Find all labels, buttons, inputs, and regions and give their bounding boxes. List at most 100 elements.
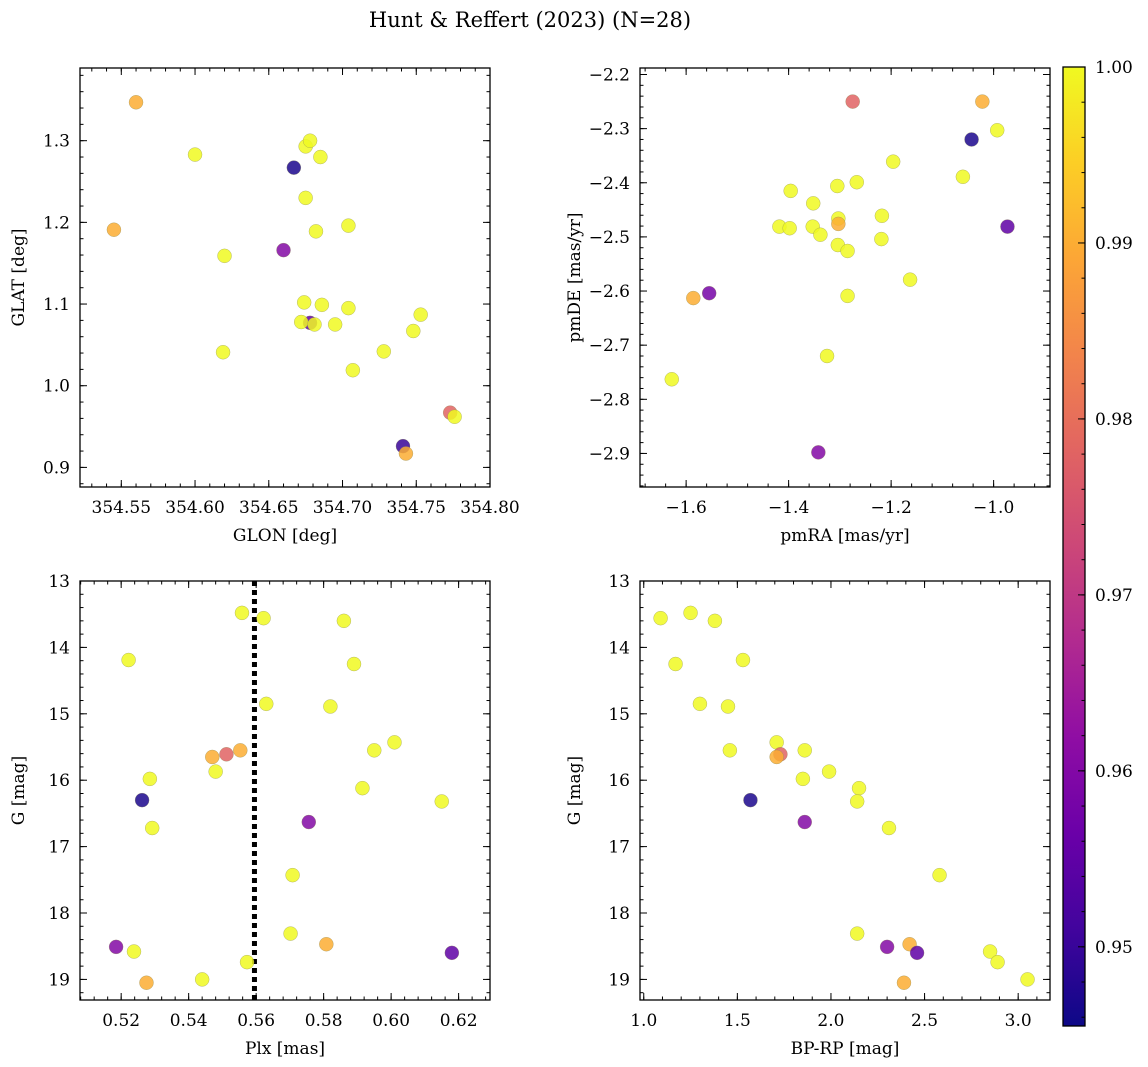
y-tick-label: 16 <box>608 771 630 791</box>
y-tick-label: −2.2 <box>589 65 630 85</box>
colorbar-tick-label: 0.97 <box>1095 586 1133 606</box>
scatter-point <box>722 743 738 758</box>
scatter-point <box>276 242 291 258</box>
scatter-point <box>296 295 312 310</box>
x-tick-label: 0.54 <box>170 1011 208 1031</box>
y-tick-label: −2.4 <box>589 174 630 194</box>
scatter-point <box>367 743 382 758</box>
colorbar-tick-label: 0.96 <box>1095 762 1133 782</box>
scatter-point <box>686 290 701 306</box>
x-axis-label: Plx [mas] <box>245 1039 325 1059</box>
y-tick-label: 1.0 <box>43 377 70 397</box>
x-tick-label: −1.6 <box>665 498 706 518</box>
scatter-point <box>811 445 826 460</box>
x-tick-label: 1.5 <box>724 1011 751 1031</box>
scatter-point <box>797 814 812 830</box>
colorbar-tick-label: 0.98 <box>1095 410 1133 430</box>
y-tick-label: 0.9 <box>43 458 70 478</box>
y-tick-label: 17 <box>608 838 630 858</box>
scatter-point <box>769 749 784 765</box>
x-tick-label: 354.75 <box>387 498 446 518</box>
x-axis-label: BP-RP [mag] <box>791 1039 900 1059</box>
scatter-point <box>121 652 136 668</box>
scatter-point <box>313 149 328 165</box>
scatter-point <box>874 208 890 224</box>
scatter-point <box>743 792 758 808</box>
scatter-point <box>187 147 203 162</box>
y-tick-label: 18 <box>48 904 70 924</box>
scatter-point <box>879 939 895 955</box>
x-tick-label: 354.55 <box>92 498 151 518</box>
y-tick-label: 13 <box>608 572 630 592</box>
scatter-point <box>341 218 356 233</box>
axes-frame <box>639 580 1051 1001</box>
axes-frame <box>639 67 1051 488</box>
scatter-point <box>840 243 855 259</box>
scatter-point <box>797 743 812 758</box>
scatter-point <box>285 867 300 883</box>
scatter-point <box>301 814 317 830</box>
scatter-point <box>323 699 338 714</box>
scatter-point <box>795 771 811 787</box>
scatter-point <box>701 285 717 301</box>
scatter-point <box>376 344 392 359</box>
y-axis-label: pmDE [mas/yr] <box>565 212 585 342</box>
scatter-point <box>346 656 362 672</box>
scatter-point <box>896 975 912 990</box>
x-tick-label: 2.0 <box>817 1011 844 1031</box>
scatter-bprp-gmag: 1.0 1.5 2.0 2.5 3.0 13 14 15 16 17 18 19 BP-RP [mag]… <box>565 572 1051 1059</box>
x-tick-label: 0.56 <box>237 1011 275 1031</box>
scatter-point <box>341 300 356 316</box>
scatter-point <box>128 95 144 110</box>
scatter-point <box>444 945 460 961</box>
y-tick-label: 13 <box>48 572 70 592</box>
colorbar-tick-label: 1.00 <box>1095 58 1133 78</box>
scatter-point <box>205 749 220 765</box>
scatter-point <box>293 314 309 330</box>
scatter-point <box>990 954 1005 970</box>
scatter-point <box>106 222 122 237</box>
axes-frame <box>79 580 491 1001</box>
scatter-point <box>874 231 889 247</box>
colorbar-tick-label: 0.95 <box>1095 938 1133 958</box>
scatter-point <box>314 297 330 313</box>
scatter-point <box>406 323 421 339</box>
scatter-point <box>144 820 160 836</box>
scatter-point <box>805 196 821 211</box>
colorbar-tick-label: 0.99 <box>1095 234 1133 254</box>
scatter-point <box>134 792 150 808</box>
scatter-point <box>881 820 897 836</box>
colorbar-gradient <box>1063 67 1085 1026</box>
y-tick-label: 18 <box>608 904 630 924</box>
scatter-point <box>819 348 835 364</box>
scatter-point <box>208 764 223 779</box>
colorbar-frame <box>1062 66 1086 1027</box>
y-axis-label: G [mag] <box>565 756 585 825</box>
scatter-point <box>982 944 998 959</box>
scatter-point <box>783 183 798 199</box>
scatter-point <box>653 610 668 626</box>
x-tick-label: 354.60 <box>165 498 224 518</box>
scatter-point <box>849 174 865 190</box>
scatter-point <box>302 133 318 148</box>
scatter-point <box>1020 972 1035 987</box>
scatter-point <box>885 154 901 169</box>
scatter-point <box>319 936 334 952</box>
scatter-point <box>447 409 462 425</box>
scatter-point <box>219 747 234 762</box>
scatter-point <box>683 605 698 621</box>
scatter-point <box>256 610 271 626</box>
x-tick-label: 0.58 <box>305 1011 343 1031</box>
y-axis-label: GLAT [deg] <box>9 228 29 326</box>
scatter-point <box>217 248 232 264</box>
x-tick-label: 3.0 <box>1005 1011 1032 1031</box>
scatter-plx-gmag: 0.52 0.54 0.56 0.58 0.60 0.62 13 14 15 16 17 18 19 Pl… <box>9 572 491 1059</box>
scatter-point <box>139 975 154 990</box>
x-tick-label: 0.60 <box>372 1011 410 1031</box>
y-tick-label: 1.3 <box>43 132 70 152</box>
x-tick-label: 2.5 <box>911 1011 938 1031</box>
scatter-point <box>664 372 680 387</box>
x-tick-label: −1.2 <box>870 498 911 518</box>
scatter-point <box>1000 219 1015 234</box>
scatter-point <box>782 220 797 236</box>
